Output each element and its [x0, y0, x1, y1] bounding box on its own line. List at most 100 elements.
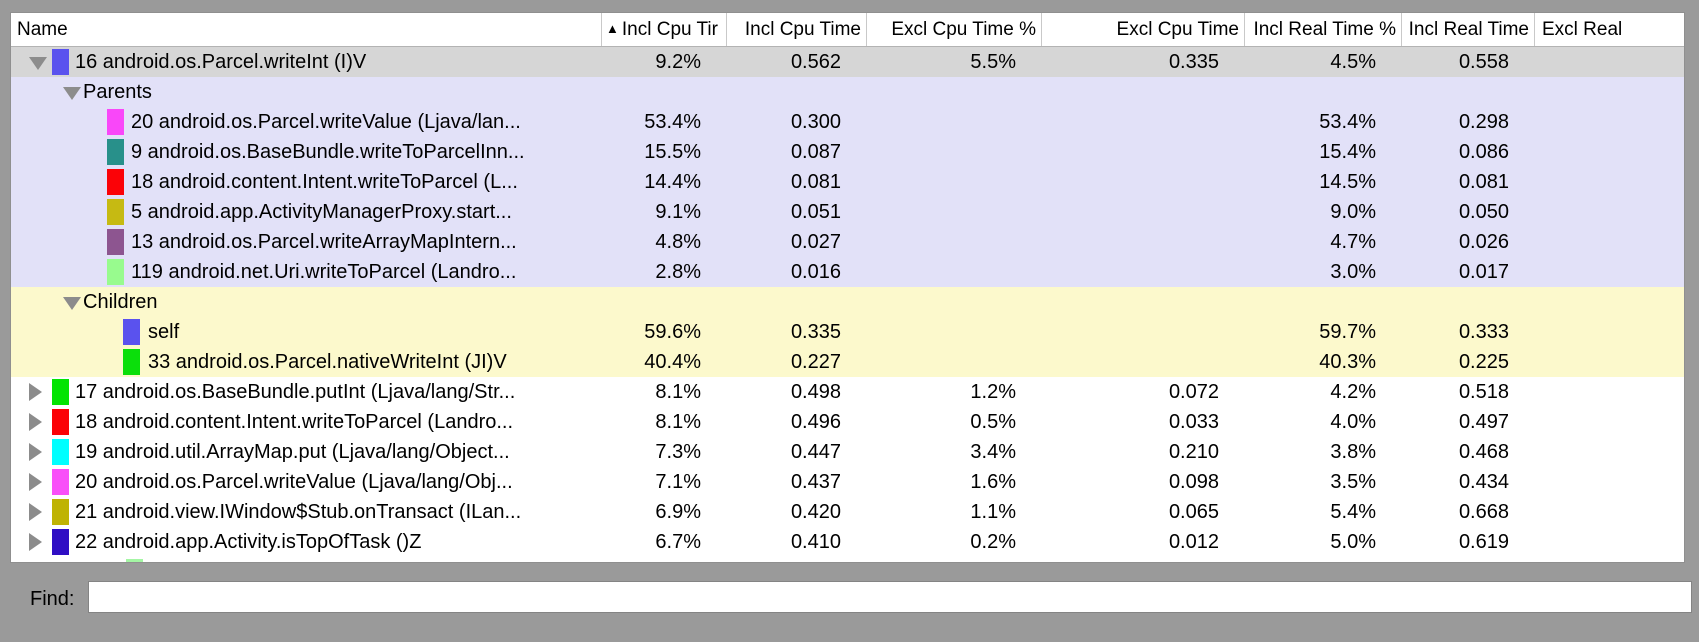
cell-incl-real-time-pct: 15.4%	[1319, 140, 1376, 163]
section-row-parents[interactable]: Parents	[11, 77, 1684, 107]
expand-triangle-icon[interactable]	[29, 413, 42, 431]
table-row[interactable]: 21 android.view.IWindow$Stub.onTransact …	[11, 497, 1684, 527]
method-name: 18 android.content.Intent.writeToParcel …	[75, 411, 514, 433]
column-header-excl-cpu-time[interactable]: Excl Cpu Time	[1041, 13, 1244, 46]
table-row[interactable]: 22 android.app.Activity.isTopOfTask ()Z 6…	[11, 527, 1684, 557]
cell-incl-cpu-time-pct: 7.3%	[655, 440, 701, 463]
collapse-triangle-icon[interactable]	[29, 57, 47, 70]
cell-incl-cpu-time: 0.410	[790, 530, 841, 553]
method-color-swatch	[52, 379, 69, 405]
cell-incl-real-time: 0.050	[1458, 200, 1509, 223]
cell-excl-cpu-time-pct: 0.2%	[970, 530, 1016, 553]
method-name: 16 android.os.Parcel.writeInt (I)V	[75, 51, 367, 73]
table-row[interactable]: 18 android.content.Intent.writeToParcel …	[11, 407, 1684, 437]
cell-incl-cpu-time: 0.498	[790, 380, 841, 403]
cell-incl-cpu-time: 0.420	[790, 500, 841, 523]
column-header-incl-real-time[interactable]: Incl Real Time	[1401, 13, 1534, 46]
cell-incl-real-time-pct: 3.0%	[1330, 260, 1376, 283]
method-name: 21 android.view.IWindow$Stub.onTransact …	[75, 501, 522, 523]
table-row[interactable]: 16 android.os.Parcel.writeInt (I)V 9.2% 0.…	[11, 47, 1684, 77]
method-name: 19 android.util.ArrayMap.put (Ljava/lang…	[75, 441, 510, 463]
name-cell: Parents	[11, 77, 601, 107]
cell-incl-cpu-time: 0.081	[790, 170, 841, 193]
method-color-swatch	[52, 469, 69, 495]
table-row[interactable]: 119 android.net.Uri.writeToParcel (Landr…	[11, 257, 1684, 287]
method-color-swatch	[52, 529, 69, 555]
cell-incl-cpu-time: 0.562	[790, 50, 841, 73]
table-row[interactable]: 33 android.os.Parcel.nativeWriteInt (JI)…	[11, 347, 1684, 377]
cell-incl-real-time: 0.081	[1458, 170, 1509, 193]
find-label: Find:	[30, 588, 75, 610]
expand-triangle-icon[interactable]	[29, 503, 42, 521]
method-name: 9 android.os.BaseBundle.writeToParcelInn…	[131, 141, 525, 163]
method-name: self	[148, 321, 180, 343]
cell-incl-real-time: 0.086	[1458, 140, 1509, 163]
cell-incl-real-time: 0.017	[1458, 260, 1509, 283]
method-color-swatch	[52, 409, 69, 435]
method-color-swatch	[107, 259, 124, 285]
table-row[interactable]: 20 android.os.Parcel.writeValue (Ljava/l…	[11, 467, 1684, 497]
name-cell: 33 android.os.Parcel.nativeWriteInt (JI)…	[11, 347, 601, 377]
table-row[interactable]: 17 android.os.BaseBundle.putInt (Ljava/l…	[11, 377, 1684, 407]
table-row[interactable]: 18 android.content.Intent.writeToParcel …	[11, 167, 1684, 197]
cell-incl-real-time-pct: 9.0%	[1330, 200, 1376, 223]
column-header-excl-real[interactable]: Excl Real	[1534, 13, 1684, 46]
section-row-children[interactable]: Children	[11, 287, 1684, 317]
method-name: 119 android.net.Uri.writeToParcel (Landr…	[131, 261, 517, 283]
cell-incl-real-time-pct: 40.3%	[1319, 350, 1376, 373]
name-cell: 21 android.view.IWindow$Stub.onTransact …	[11, 497, 601, 527]
method-name: 5 android.app.ActivityManagerProxy.start…	[131, 201, 512, 223]
table-row[interactable]: self 59.6% 0.335 59.7% 0.333	[11, 317, 1684, 347]
column-header-excl-cpu-time[interactable]: Excl Cpu Time %	[866, 13, 1041, 46]
expand-triangle-icon[interactable]	[29, 383, 42, 401]
method-color-swatch	[126, 559, 143, 562]
cell-excl-cpu-time: 0.210	[1168, 440, 1219, 463]
expand-triangle-icon[interactable]	[29, 443, 42, 461]
cell-incl-cpu-time: 0.335	[790, 320, 841, 343]
column-header-incl-cpu-time[interactable]: Incl Cpu Time	[726, 13, 866, 46]
cell-incl-real-time: 0.298	[1458, 110, 1509, 133]
column-header-incl-real-time[interactable]: Incl Real Time %	[1244, 13, 1401, 46]
table-row[interactable]	[11, 557, 1684, 562]
cell-excl-cpu-time-pct: 1.2%	[970, 380, 1016, 403]
cell-incl-cpu-time: 0.300	[790, 110, 841, 133]
table-row[interactable]: 20 android.os.Parcel.writeValue (Ljava/l…	[11, 107, 1684, 137]
method-color-swatch	[123, 319, 140, 345]
table-row[interactable]: 19 android.util.ArrayMap.put (Ljava/lang…	[11, 437, 1684, 467]
expand-triangle-icon[interactable]	[29, 533, 42, 551]
collapse-triangle-icon[interactable]	[63, 297, 81, 310]
cell-incl-cpu-time: 0.087	[790, 140, 841, 163]
column-header-incl-cpu-tir[interactable]: ▲ Incl Cpu Tir	[601, 13, 726, 46]
name-cell: 18 android.content.Intent.writeToParcel …	[11, 407, 601, 437]
table-row[interactable]: 5 android.app.ActivityManagerProxy.start…	[11, 197, 1684, 227]
table-row[interactable]: 13 android.os.Parcel.writeArrayMapIntern…	[11, 227, 1684, 257]
collapse-triangle-icon[interactable]	[63, 87, 81, 100]
section-label: Children	[83, 291, 158, 313]
cell-excl-cpu-time-pct: 0.5%	[970, 410, 1016, 433]
name-cell	[11, 557, 601, 562]
name-cell: 119 android.net.Uri.writeToParcel (Landr…	[11, 257, 601, 287]
cell-incl-cpu-time-pct: 40.4%	[644, 350, 701, 373]
cell-incl-real-time-pct: 5.0%	[1330, 530, 1376, 553]
cell-excl-cpu-time: 0.072	[1168, 380, 1219, 403]
cell-incl-cpu-time-pct: 8.1%	[655, 380, 701, 403]
cell-incl-cpu-time: 0.496	[790, 410, 841, 433]
name-cell: Children	[11, 287, 601, 317]
cell-incl-real-time: 0.668	[1458, 500, 1509, 523]
expand-triangle-icon[interactable]	[29, 473, 42, 491]
cell-incl-real-time: 0.026	[1458, 230, 1509, 253]
cell-excl-cpu-time-pct: 1.1%	[970, 500, 1016, 523]
cell-excl-cpu-time-pct: 3.4%	[970, 440, 1016, 463]
table-row[interactable]: 9 android.os.BaseBundle.writeToParcelInn…	[11, 137, 1684, 167]
cell-incl-real-time-pct: 4.7%	[1330, 230, 1376, 253]
cell-incl-cpu-time: 0.227	[790, 350, 841, 373]
cell-incl-cpu-time-pct: 59.6%	[644, 320, 701, 343]
name-cell: 18 android.content.Intent.writeToParcel …	[11, 167, 601, 197]
column-header-name[interactable]: Name	[11, 13, 601, 46]
cell-incl-real-time: 0.558	[1458, 50, 1509, 73]
method-name: 17 android.os.BaseBundle.putInt (Ljava/l…	[75, 381, 516, 403]
cell-incl-real-time: 0.497	[1458, 410, 1509, 433]
cell-incl-cpu-time-pct: 6.9%	[655, 500, 701, 523]
find-input[interactable]	[88, 581, 1692, 613]
